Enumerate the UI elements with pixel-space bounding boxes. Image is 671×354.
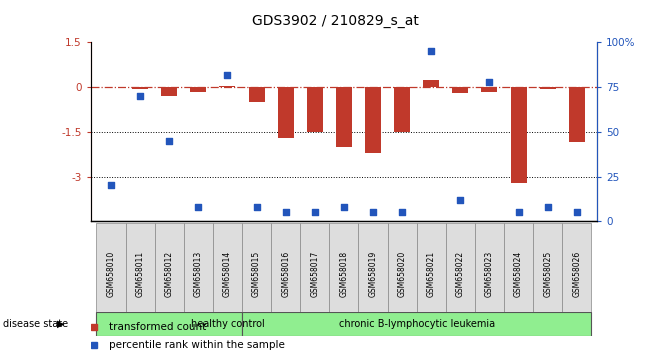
Point <box>251 204 262 210</box>
Bar <box>336 87 352 147</box>
Text: GSM658016: GSM658016 <box>281 251 290 297</box>
Text: GSM658023: GSM658023 <box>485 251 494 297</box>
Text: GSM658025: GSM658025 <box>544 251 552 297</box>
Bar <box>423 80 440 87</box>
Bar <box>191 87 206 92</box>
Text: GSM658010: GSM658010 <box>107 251 115 297</box>
Bar <box>154 223 184 326</box>
Bar <box>539 87 556 88</box>
Text: GSM658020: GSM658020 <box>398 251 407 297</box>
Text: GSM658022: GSM658022 <box>456 251 465 297</box>
Text: GSM658014: GSM658014 <box>223 251 232 297</box>
Bar <box>533 223 562 326</box>
Bar <box>446 223 475 326</box>
Text: GSM658018: GSM658018 <box>340 251 348 297</box>
Bar <box>365 87 381 153</box>
Text: GSM658015: GSM658015 <box>252 251 261 297</box>
Bar <box>511 87 527 183</box>
Point <box>135 93 146 99</box>
Bar <box>125 223 154 326</box>
Point <box>309 210 320 215</box>
Text: transformed count: transformed count <box>109 322 206 332</box>
Bar <box>242 312 591 336</box>
Point <box>455 197 466 202</box>
Point <box>280 210 291 215</box>
Point <box>397 210 407 215</box>
Point <box>484 79 495 85</box>
Text: GSM658011: GSM658011 <box>136 251 144 297</box>
Bar <box>504 223 533 326</box>
Text: GDS3902 / 210829_s_at: GDS3902 / 210829_s_at <box>252 14 419 28</box>
Point <box>542 204 553 210</box>
Text: GSM658017: GSM658017 <box>310 251 319 297</box>
Point <box>105 183 116 188</box>
Bar <box>219 86 236 87</box>
Bar <box>394 87 410 132</box>
Bar <box>271 223 300 326</box>
Text: chronic B-lymphocytic leukemia: chronic B-lymphocytic leukemia <box>339 319 495 329</box>
Point <box>193 204 204 210</box>
Point <box>426 48 437 54</box>
Bar <box>307 87 323 132</box>
Bar <box>482 87 497 92</box>
Bar <box>97 312 242 336</box>
Bar <box>97 223 125 326</box>
Bar <box>417 223 446 326</box>
Point <box>339 204 350 210</box>
Point <box>222 72 233 78</box>
Point <box>164 138 174 144</box>
Text: GSM658024: GSM658024 <box>514 251 523 297</box>
Text: GSM658019: GSM658019 <box>368 251 378 297</box>
Bar <box>300 223 329 326</box>
Bar <box>132 87 148 88</box>
Bar <box>388 223 417 326</box>
Text: disease state: disease state <box>3 319 68 329</box>
Bar <box>248 87 264 102</box>
Bar <box>213 223 242 326</box>
Point <box>513 210 524 215</box>
Text: GSM658013: GSM658013 <box>194 251 203 297</box>
Point <box>572 210 582 215</box>
Bar <box>278 87 294 138</box>
Bar <box>562 223 591 326</box>
Text: GSM658021: GSM658021 <box>427 251 435 297</box>
Text: healthy control: healthy control <box>191 319 264 329</box>
Bar <box>358 223 388 326</box>
Text: GSM658012: GSM658012 <box>164 251 174 297</box>
Bar <box>161 87 177 96</box>
Text: ▶: ▶ <box>57 319 64 329</box>
Bar <box>475 223 504 326</box>
Bar <box>569 87 585 142</box>
Bar <box>329 223 358 326</box>
Bar <box>184 223 213 326</box>
Bar <box>242 223 271 326</box>
Point <box>368 210 378 215</box>
Text: percentile rank within the sample: percentile rank within the sample <box>109 340 285 350</box>
Bar <box>452 87 468 93</box>
Text: GSM658026: GSM658026 <box>572 251 581 297</box>
